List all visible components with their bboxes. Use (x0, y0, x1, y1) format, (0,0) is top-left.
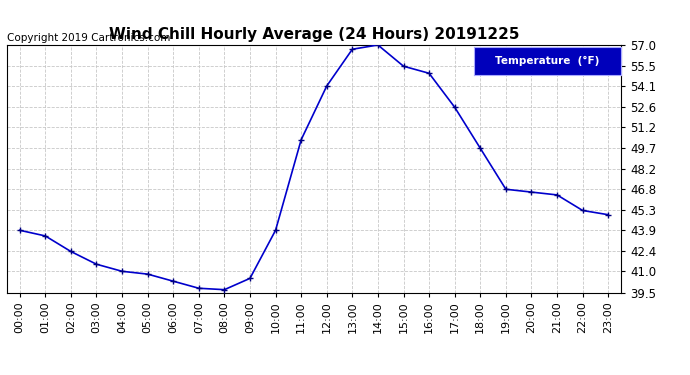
Title: Wind Chill Hourly Average (24 Hours) 20191225: Wind Chill Hourly Average (24 Hours) 201… (109, 27, 519, 42)
Text: Copyright 2019 Cartronics.com: Copyright 2019 Cartronics.com (7, 33, 170, 42)
